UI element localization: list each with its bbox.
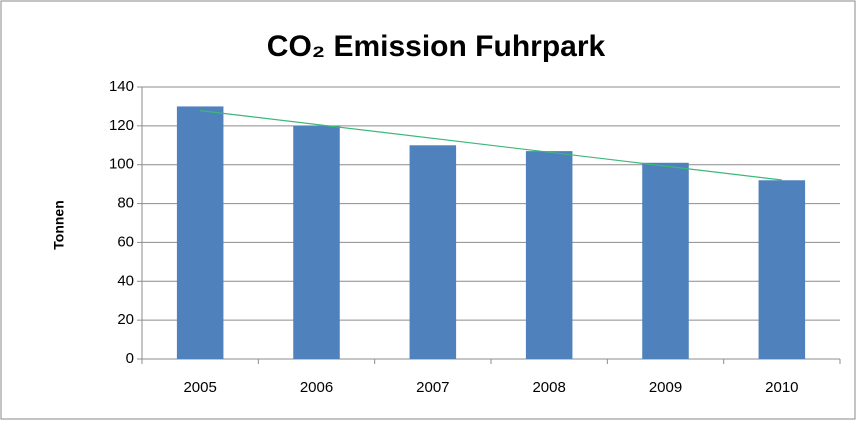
y-tick-label: 40 [117, 272, 134, 289]
y-tick-label: 20 [117, 311, 134, 328]
bar [176, 106, 224, 359]
x-tick-label: 2010 [765, 379, 798, 396]
trendline [200, 109, 782, 181]
bar [409, 145, 457, 359]
y-tick-label: 100 [109, 156, 134, 173]
y-tick-label: 140 [109, 78, 134, 95]
bar [642, 162, 689, 359]
bar [525, 151, 573, 359]
x-tick-label: 2009 [649, 379, 682, 396]
bar [293, 125, 340, 359]
chart-title: CO₂ Emission Fuhrpark [267, 30, 606, 63]
x-tick-label: 2007 [416, 379, 449, 396]
x-tick-label: 2005 [183, 379, 216, 396]
x-tick-label: 2006 [300, 379, 333, 396]
y-tick-label: 120 [109, 117, 134, 134]
x-tick-label: 2008 [532, 379, 565, 396]
bar [758, 180, 806, 359]
y-tick-label: 60 [117, 233, 134, 250]
y-tick-label: 80 [117, 195, 134, 212]
y-tick-label: 0 [126, 350, 134, 367]
y-axis-label: Tonnen [51, 200, 67, 250]
